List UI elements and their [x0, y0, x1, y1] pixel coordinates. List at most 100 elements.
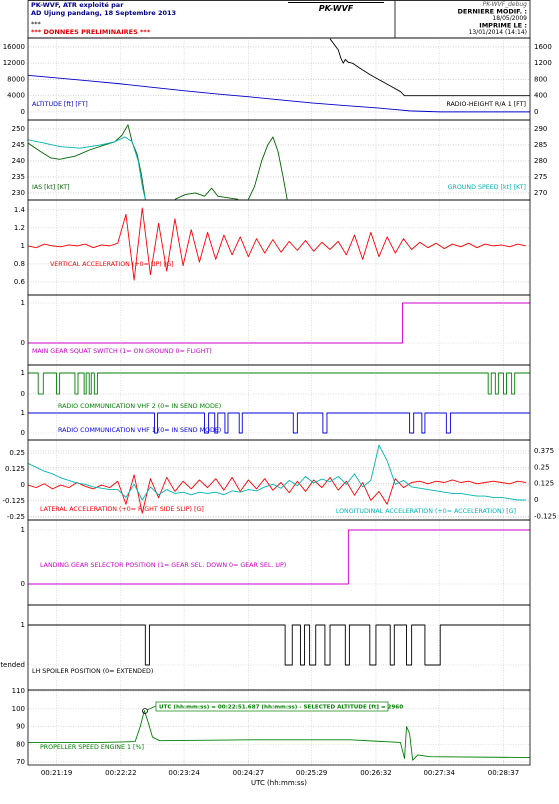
y-tick-label: 1.4 [14, 206, 26, 214]
y-tick-label: 0.8 [14, 260, 25, 268]
modified-date: 18/05/2009 [492, 15, 527, 22]
series-label: MAIN GEAR SQUAT SWITCH (1= ON GROUND 0= … [32, 348, 212, 355]
y-tick-label: 4000 [7, 92, 25, 100]
y-tick-label: 70 [16, 758, 25, 766]
series-label: RADIO COMMUNICATION VHF 2 (0= IN SEND MO… [58, 403, 221, 410]
series-line [28, 74, 530, 113]
y2-tick-label: 285 [534, 141, 547, 149]
y-tick-label: 235 [12, 173, 25, 181]
y2-tick-label: 1200 [534, 59, 552, 67]
y2-tick-label: 1600 [534, 43, 552, 51]
y2-tick-label: 0.25 [534, 463, 550, 471]
y-tick-label: 8000 [7, 75, 25, 83]
y-tick-label: 0 [21, 390, 25, 398]
y-tick-label: 80 [16, 740, 25, 748]
y2-tick-label: 0 [534, 496, 538, 504]
y-tick-label: 100 [12, 705, 25, 713]
y-tick-label: 250 [12, 125, 25, 133]
series-line [28, 302, 530, 344]
x-tick-label: 00:28:37 [488, 769, 519, 777]
series-label: LH SPOILER POSITION (0= EXTENDED) [32, 668, 153, 675]
y-tick-label: 110 [12, 687, 25, 695]
y-tick-label: 245 [12, 141, 25, 149]
printed-label: IMPRIME LE : [479, 22, 527, 30]
y-tick-label: -0.125 [2, 497, 25, 505]
series-label: ALTITUDE [ft] [FT] [32, 101, 88, 108]
series-label: RADIO COMMUNICATION VHF 1 (0= IN SEND MO… [58, 427, 221, 434]
annotation-box [155, 701, 389, 712]
series-line [28, 529, 530, 585]
y2-tick-label: 0 [534, 108, 538, 116]
y2-tick-label: 280 [534, 157, 547, 165]
y-tick-label: 0.125 [5, 465, 25, 473]
series-label: GROUND SPEED [kt] [KT] [448, 184, 526, 191]
x-axis-title: UTC (hh:mm:ss) [251, 779, 307, 787]
y2-tick-label: -0.125 [534, 512, 557, 520]
y-tick-label: 1 [21, 526, 25, 534]
series-line [28, 207, 527, 281]
y-tick-label: 90 [16, 723, 25, 731]
y-tick-label: 230 [12, 189, 25, 197]
x-tick-label: 00:23:24 [168, 769, 200, 777]
y2-tick-label: 290 [534, 125, 547, 133]
annotation: UTC (hh:mm:ss) = 00:22:51.687 (hh:mm:ss)… [142, 701, 403, 714]
series-line [28, 710, 530, 761]
series-line [28, 412, 530, 434]
operator: PK-WVF, ATR exploité par [31, 1, 124, 9]
series-line [329, 38, 530, 97]
x-tick-label: 00:21:19 [41, 769, 72, 777]
y-tick-label: 0.6 [14, 278, 26, 286]
status: *** DONNEES PRELIMINAIRES *** [31, 28, 151, 36]
series-label: VERTICAL ACCELERATION (+0= UP) [G] [50, 261, 174, 268]
y2-tick-label: 275 [534, 173, 547, 181]
x-tick-label: 00:24:27 [233, 769, 264, 777]
annotation-text: UTC (hh:mm:ss) = 00:22:51.687 (hh:mm:ss)… [159, 704, 403, 710]
annotation-leader [146, 705, 157, 711]
y2-tick-label: 800 [534, 75, 547, 83]
location: AD Ujung pandang, 18 Septembre 2013 [31, 9, 176, 17]
series-line [28, 624, 530, 666]
y-tick-label: 0.25 [9, 449, 25, 457]
x-tick-label: 00:22:22 [105, 769, 136, 777]
y-tick-label: 1 [21, 369, 25, 377]
y-tick-label: 0 [21, 481, 25, 489]
file-name: PK-WVF_debug [483, 1, 528, 8]
series-label: LONGITUDINAL ACCELERATION (+0= ACCELERAT… [336, 508, 516, 515]
y2-tick-label: 0.375 [534, 447, 554, 455]
y-tick-label: 0 [21, 108, 25, 116]
y-tick-label: 1 [21, 242, 25, 250]
y-tick-label: 240 [12, 157, 25, 165]
y-tick-label: 1 [21, 299, 25, 307]
x-tick-label: 00:25:29 [296, 769, 327, 777]
modified-label: DERNIERE MODIF. : [458, 8, 527, 16]
x-tick-label: 00:27:34 [423, 769, 455, 777]
series-line [28, 372, 530, 395]
y-tick-label: 12000 [3, 59, 25, 67]
y2-tick-label: 270 [534, 189, 547, 197]
y-tick-label: 0 [21, 339, 25, 347]
y-tick-label: 1.2 [14, 224, 25, 232]
printed-date: 13/01/2014 (14:14) [469, 29, 527, 36]
y2-tick-label: 0.125 [534, 480, 554, 488]
y-tick-label: 0 [21, 429, 25, 437]
series-label: IAS [kt] [KT] [32, 184, 70, 191]
y-tick-label: 1 [21, 621, 25, 629]
series-line [28, 444, 526, 501]
y-tick-label: -0.25 [7, 513, 25, 521]
series-label: PROPELLER SPEED ENGINE 1 [%] [40, 744, 144, 751]
y-tick-label: 1 [21, 409, 25, 417]
series-line [28, 136, 146, 200]
y-tick-label: 0 [21, 580, 25, 588]
panel-frame [27, 689, 531, 766]
series-label: RADIO-HEIGHT R/A 1 [FT] [446, 101, 526, 108]
x-tick-label: 00:26:32 [360, 769, 391, 777]
series-label: LANDING GEAR SELECTOR POSITION (1= GEAR … [40, 562, 286, 569]
series-label: LATERAL ACCELERATION (+0= RIGHT SIDE SLI… [40, 506, 204, 513]
y-tick-label: 16000 [3, 43, 25, 51]
y-tick-label: Extended [0, 661, 25, 669]
annotation-marker [142, 708, 148, 714]
y2-tick-label: 400 [534, 92, 547, 100]
stars: *** [31, 20, 42, 28]
